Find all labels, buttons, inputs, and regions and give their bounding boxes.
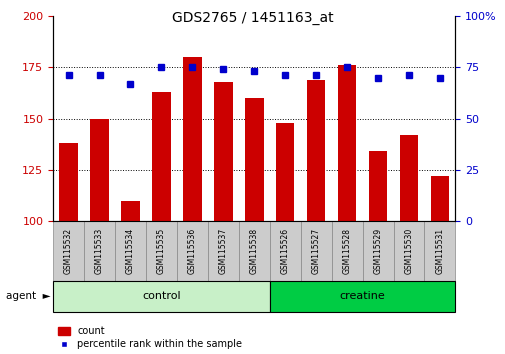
Bar: [331, 221, 362, 281]
Bar: [399, 135, 418, 221]
Text: GSM115530: GSM115530: [403, 228, 413, 274]
Bar: [244, 98, 263, 221]
Bar: [269, 221, 300, 281]
Text: GSM115536: GSM115536: [187, 228, 196, 274]
Bar: [183, 57, 201, 221]
Bar: [59, 143, 78, 221]
Text: agent  ►: agent ►: [6, 291, 51, 302]
Text: GSM115537: GSM115537: [218, 228, 227, 274]
Bar: [393, 221, 424, 281]
Bar: [53, 221, 84, 281]
Bar: [238, 221, 269, 281]
Bar: [152, 92, 170, 221]
Text: GSM115538: GSM115538: [249, 228, 258, 274]
Bar: [90, 119, 109, 221]
Text: GDS2765 / 1451163_at: GDS2765 / 1451163_at: [172, 11, 333, 25]
Bar: [208, 221, 238, 281]
Legend: count, percentile rank within the sample: count, percentile rank within the sample: [58, 326, 242, 349]
Bar: [275, 123, 294, 221]
Bar: [368, 152, 386, 221]
Bar: [306, 80, 325, 221]
Bar: [362, 221, 393, 281]
Bar: [177, 221, 208, 281]
Bar: [145, 221, 177, 281]
Text: GSM115534: GSM115534: [126, 228, 135, 274]
Bar: [300, 221, 331, 281]
Text: GSM115528: GSM115528: [342, 228, 351, 274]
Text: GSM115527: GSM115527: [311, 228, 320, 274]
Text: GSM115529: GSM115529: [373, 228, 382, 274]
Text: control: control: [142, 291, 180, 302]
Text: creatine: creatine: [339, 291, 385, 302]
Bar: [115, 221, 145, 281]
Bar: [424, 221, 454, 281]
Bar: [121, 201, 139, 221]
Bar: [337, 65, 356, 221]
Bar: [53, 281, 269, 312]
Bar: [214, 82, 232, 221]
Bar: [269, 281, 454, 312]
Text: GSM115535: GSM115535: [157, 228, 166, 274]
Text: GSM115526: GSM115526: [280, 228, 289, 274]
Text: GSM115533: GSM115533: [95, 228, 104, 274]
Text: GSM115532: GSM115532: [64, 228, 73, 274]
Text: GSM115531: GSM115531: [435, 228, 443, 274]
Bar: [430, 176, 448, 221]
Bar: [84, 221, 115, 281]
